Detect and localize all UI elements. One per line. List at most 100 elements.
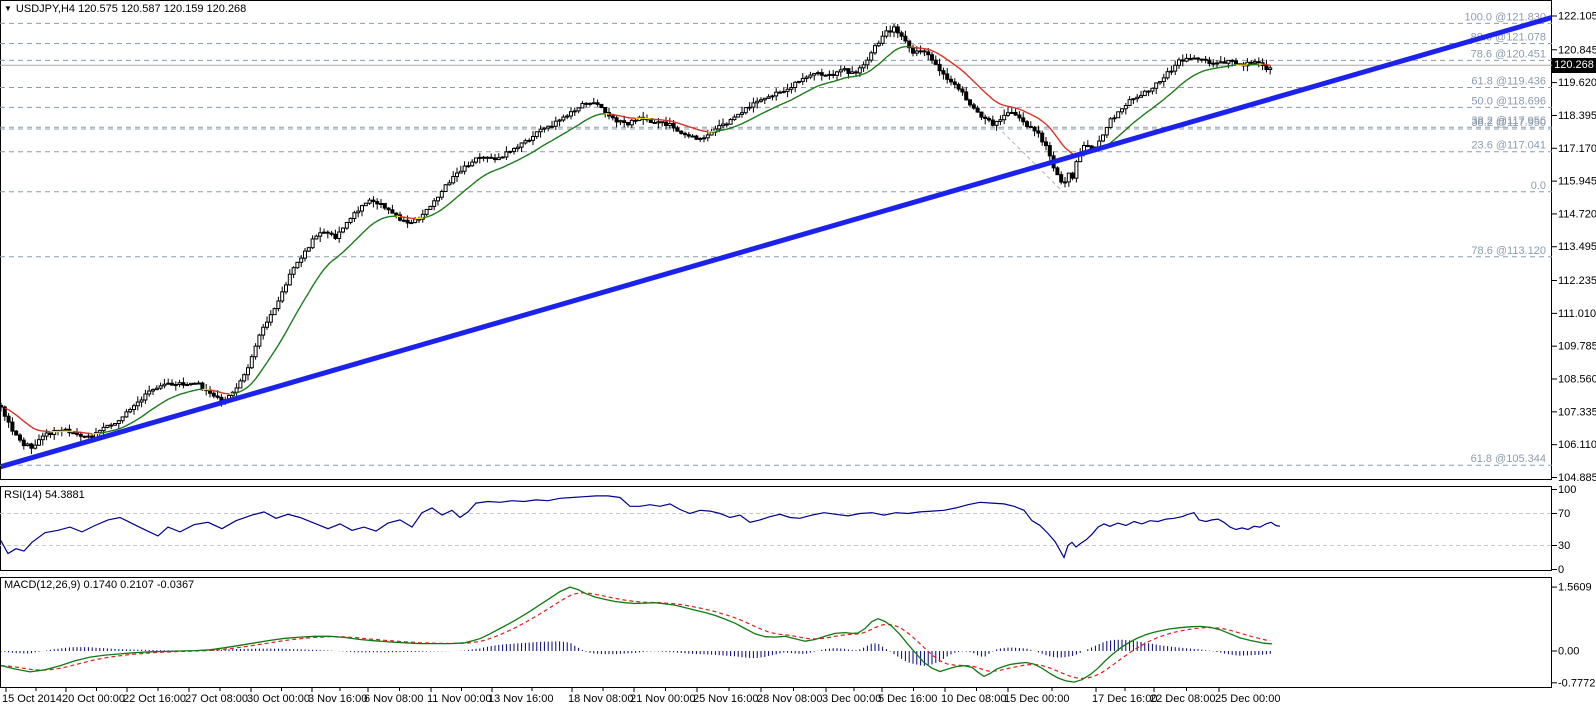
candle-body <box>1253 61 1257 64</box>
ma-segment <box>194 388 199 391</box>
candle-body <box>835 71 839 76</box>
ma-segment <box>582 119 587 123</box>
rsi-line <box>1 495 1281 559</box>
ma-segment <box>753 115 758 119</box>
candle-body <box>1146 90 1151 93</box>
candle-body <box>979 111 984 118</box>
candle-body <box>268 314 273 323</box>
ma-segment <box>597 113 602 116</box>
candle-body <box>960 88 965 93</box>
price-axis-label: 118.395 <box>1558 110 1596 122</box>
ma-segment <box>726 127 731 130</box>
ma-segment <box>122 424 127 429</box>
candle-body <box>789 87 794 90</box>
candle-body <box>10 421 15 432</box>
ma-segment <box>384 216 389 219</box>
macd-panel[interactable] <box>0 577 1552 688</box>
candle-body <box>356 210 361 214</box>
candle-body <box>728 119 733 125</box>
ma-segment <box>684 124 690 128</box>
candle-body <box>918 50 923 53</box>
ma-segment <box>1159 98 1165 103</box>
rsi-panel[interactable] <box>0 486 1552 571</box>
candle-body <box>234 387 239 393</box>
ma-segment <box>1129 122 1134 127</box>
ma-segment <box>1148 107 1153 112</box>
ma-segment <box>996 101 1001 105</box>
ma-segment <box>741 121 747 125</box>
candle-body <box>1207 59 1212 64</box>
candle-body <box>287 273 292 286</box>
ma-segment <box>76 431 81 434</box>
current-price-tag: 120.268 <box>1552 58 1596 73</box>
candle-body <box>181 382 186 386</box>
ma-segment <box>1060 142 1066 149</box>
candle-body <box>819 72 824 76</box>
candle-body <box>477 156 482 159</box>
candle-body <box>500 156 505 159</box>
rsi-axis[interactable]: 100 70 30 0 <box>1552 484 1576 576</box>
candle-body <box>352 212 357 219</box>
ma-segment <box>1132 119 1138 124</box>
candle-body <box>702 137 706 140</box>
candle-body <box>101 426 106 432</box>
candle-body <box>1070 172 1075 179</box>
candle-body <box>903 35 908 42</box>
ma-segment <box>980 88 986 94</box>
ma-segment <box>992 98 997 103</box>
price-axis[interactable]: 122.105 120.845 119.620 118.395 117.170 115.9… <box>1552 11 1596 484</box>
price-axis-label: 106.110 <box>1558 439 1596 451</box>
ma-segment <box>445 203 450 208</box>
ma-segment <box>585 117 591 121</box>
candle-body <box>78 433 83 437</box>
ma-segment <box>156 403 161 407</box>
candle-body <box>474 157 478 163</box>
candle-body <box>964 91 969 101</box>
candle-body <box>1044 141 1048 147</box>
candle-body <box>591 102 596 105</box>
ma-segment <box>99 431 104 435</box>
symbol-dropdown-icon[interactable]: ▼ <box>4 4 12 13</box>
time-axis-label: 5 Dec 16:00 <box>878 693 937 705</box>
candle-body <box>82 435 87 438</box>
trendline[interactable] <box>0 15 1552 470</box>
ma-segment <box>300 298 306 306</box>
candle-body <box>337 231 342 239</box>
ma-segment <box>942 56 948 61</box>
ma-segment <box>490 169 496 173</box>
ma-segment <box>779 102 785 106</box>
candle-body <box>873 45 877 54</box>
ma-segment <box>369 222 374 227</box>
candle-body <box>390 209 395 214</box>
macd-axis[interactable]: 1.5609 0.00 -0.7772 <box>1552 582 1595 690</box>
candle-body <box>196 382 201 385</box>
ma-segment <box>768 107 773 111</box>
candle-body <box>1074 161 1079 179</box>
candle-body <box>1215 62 1219 65</box>
candle-body <box>25 443 30 447</box>
candle-body <box>143 393 148 401</box>
ma-segment <box>175 393 180 397</box>
candle-body <box>584 102 589 105</box>
candle-body <box>595 102 600 105</box>
ma-segment <box>1197 71 1203 74</box>
time-axis-label: 25 Dec 00:00 <box>1215 693 1280 705</box>
time-axis-label: 22 Dec 08:00 <box>1150 693 1215 705</box>
candle-body <box>812 72 817 76</box>
time-axis-label: 20 Oct 00:00 <box>62 693 125 705</box>
candle-body <box>97 430 102 434</box>
ma-segment <box>1209 67 1214 71</box>
candle-body <box>709 131 714 136</box>
ma-segment <box>882 56 887 62</box>
candle-body <box>44 432 49 437</box>
candle-body <box>990 119 995 126</box>
candle-body <box>994 120 999 126</box>
candlestick-series[interactable] <box>0 23 1273 455</box>
candle-body <box>747 106 752 109</box>
candle-body <box>249 356 254 369</box>
ma-segment <box>319 268 325 275</box>
